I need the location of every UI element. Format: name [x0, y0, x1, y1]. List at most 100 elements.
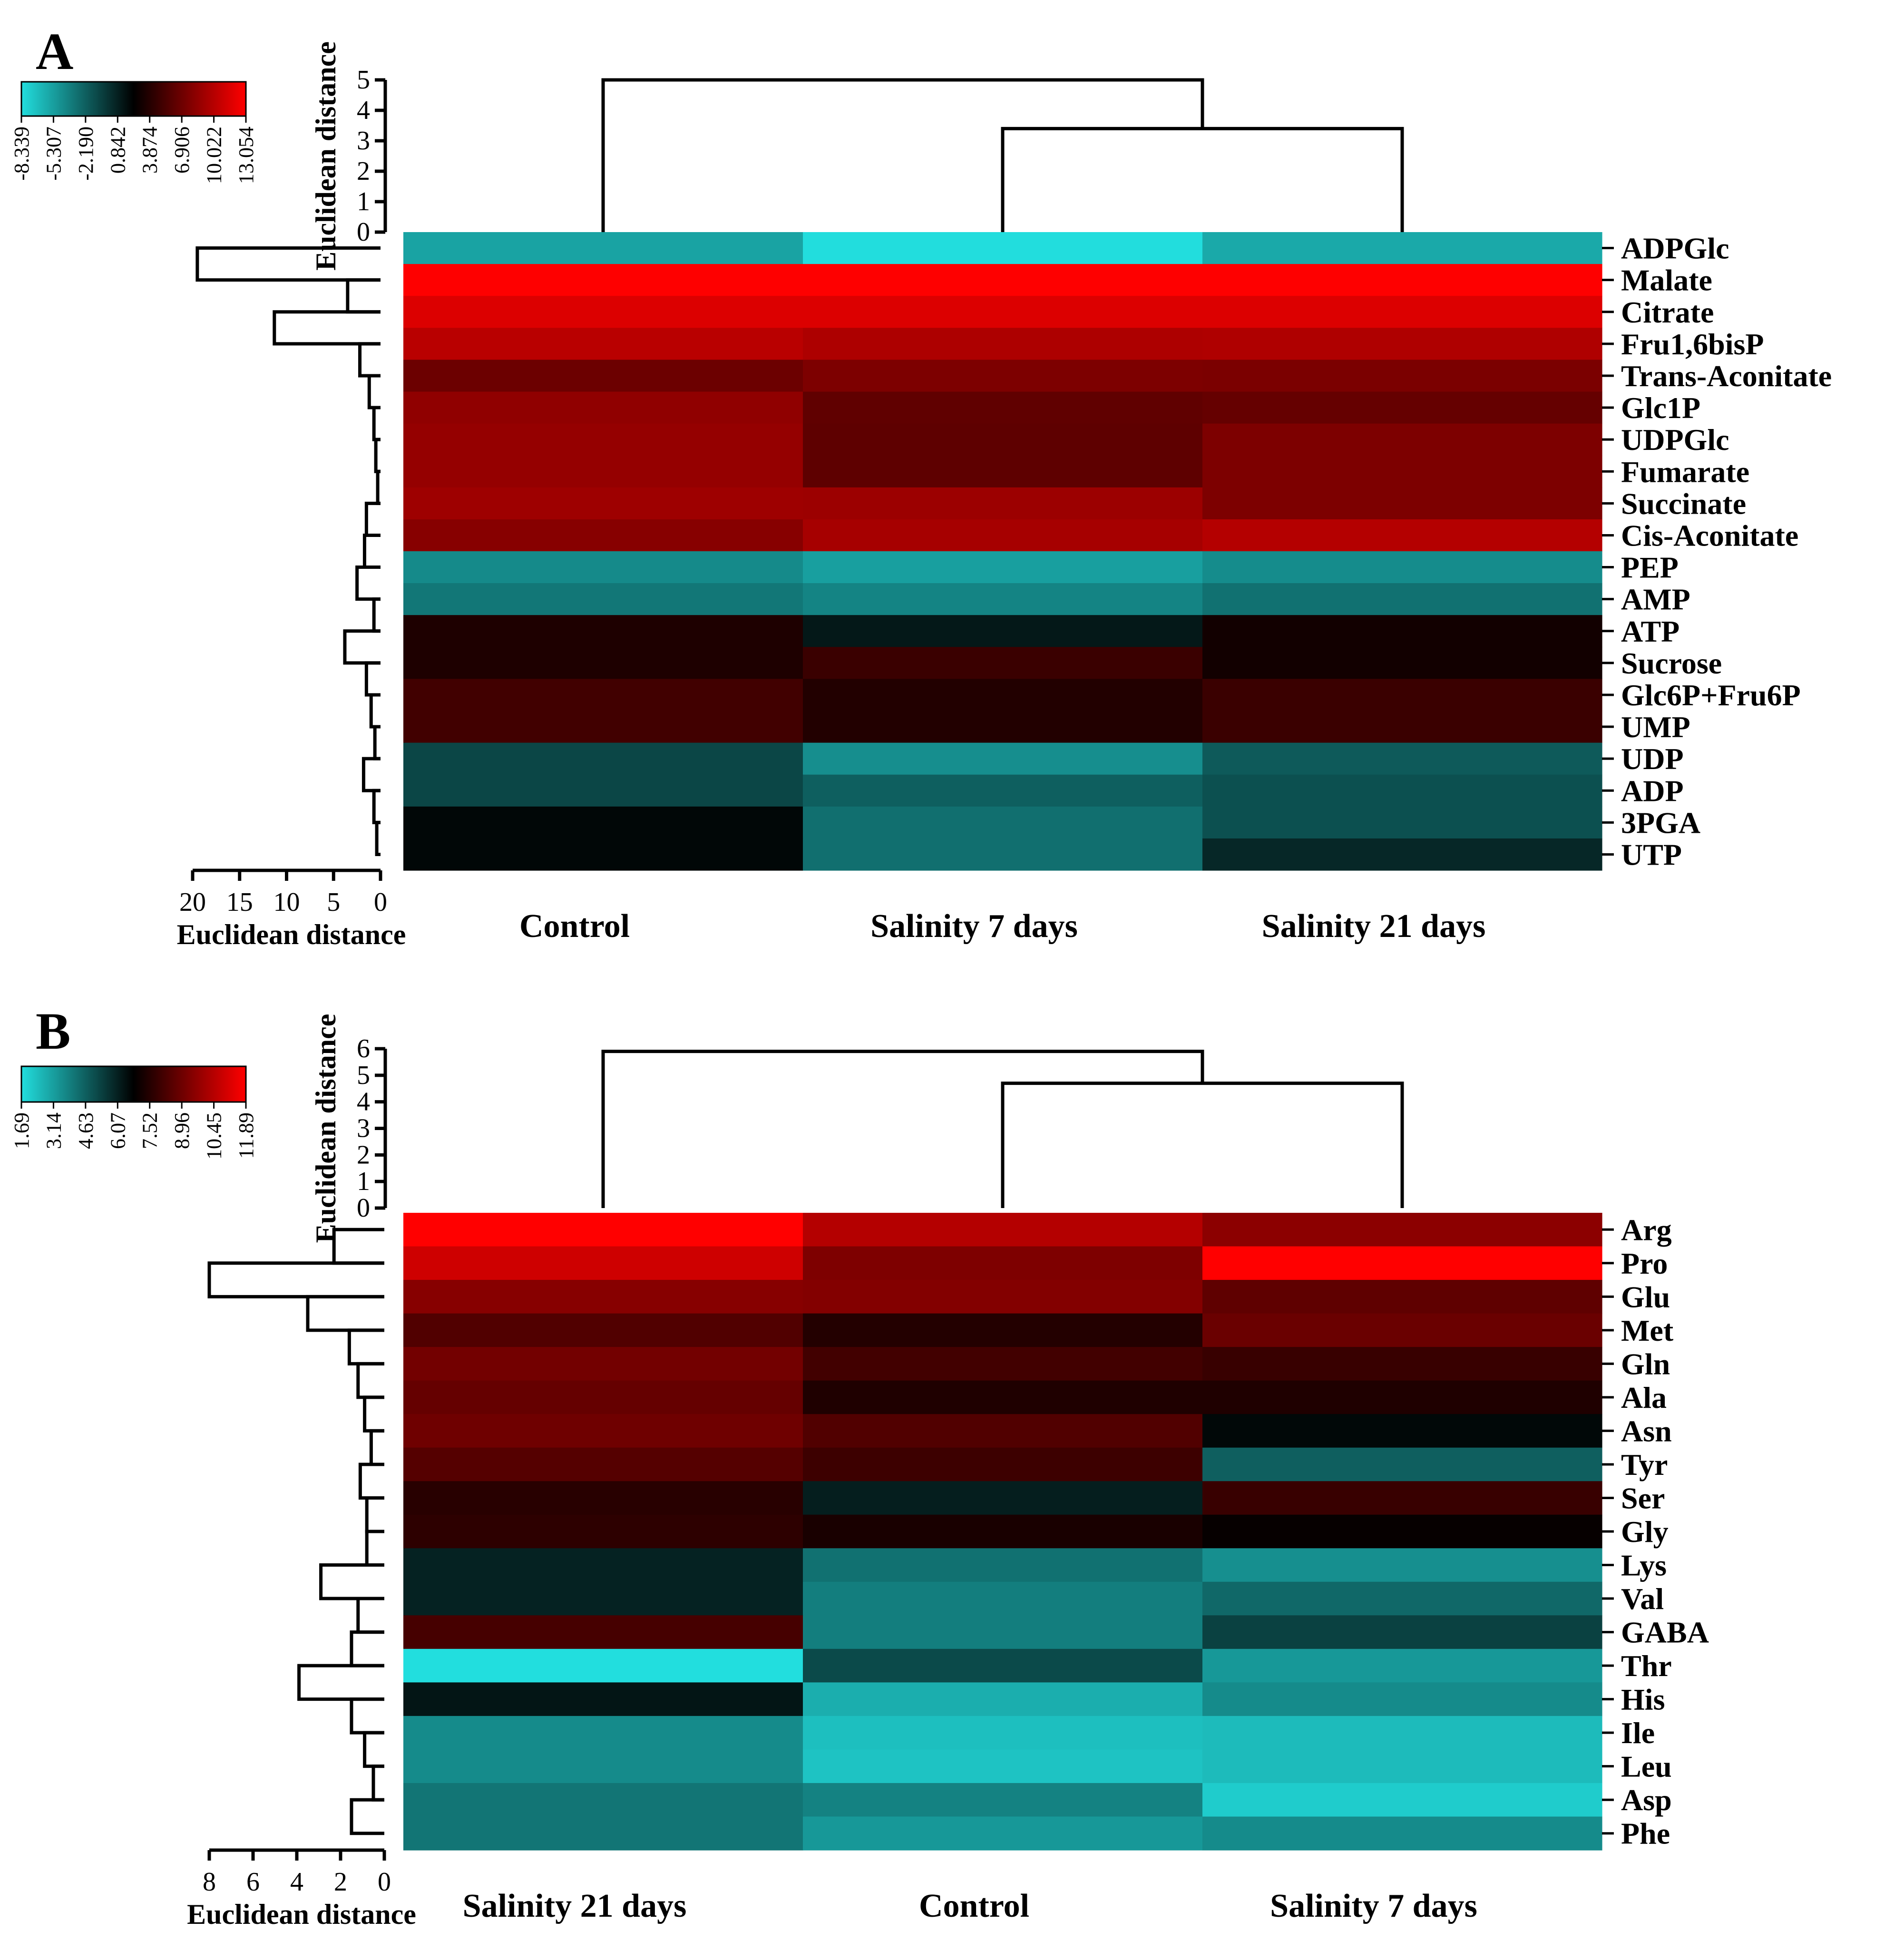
colorbar-tick-label: 0.842	[106, 127, 129, 174]
row-label: Phe	[1621, 1817, 1670, 1851]
colorbar-tick-label: 3.14	[42, 1112, 65, 1149]
heatmap-cell	[803, 647, 1203, 679]
row-label: Gly	[1621, 1515, 1669, 1549]
heatmap-cell	[1202, 1347, 1602, 1381]
heatmap-cell	[403, 615, 803, 647]
heatmap-cell	[803, 423, 1203, 456]
heatmap-cell	[403, 391, 803, 424]
heatmap-cell	[1202, 583, 1602, 615]
heatmap-cell	[803, 1581, 1203, 1616]
heatmap-cell	[1202, 742, 1602, 775]
heatmap-cell	[403, 1581, 803, 1616]
row-label: Asn	[1621, 1414, 1672, 1448]
row-dendrogram-link	[346, 278, 381, 314]
row-label: Fumarate	[1621, 455, 1749, 488]
heatmap-cell	[1202, 806, 1602, 839]
heatmap-cell	[403, 551, 803, 584]
heatmap-cell	[1202, 519, 1602, 552]
heatmap-cell	[1202, 647, 1602, 679]
column-label: Salinity 21 days	[463, 1888, 687, 1924]
row-label: Ile	[1621, 1716, 1655, 1750]
row-label: Lys	[1621, 1549, 1667, 1582]
heatmap-cell	[803, 360, 1203, 392]
colorbar-tick-label: 13.054	[234, 127, 258, 184]
heatmap-cell	[1202, 711, 1602, 743]
row-dendrogram-link	[358, 1462, 384, 1500]
axis-tick-label: 20	[179, 887, 206, 917]
heatmap-cell	[403, 583, 803, 615]
row-label: GABA	[1621, 1616, 1709, 1649]
heatmap-cell	[403, 232, 803, 264]
heatmap-cell	[1202, 1581, 1602, 1616]
heatmap-cell	[1202, 615, 1602, 647]
row-label: UTP	[1621, 838, 1682, 871]
row-label: Trans-Aconitate	[1621, 359, 1832, 393]
heatmap-cell	[803, 583, 1203, 615]
heatmap-cell	[403, 1615, 803, 1649]
heatmap-cell	[803, 455, 1203, 488]
heatmap-cell	[403, 1213, 803, 1247]
colorbar-tick-label: -5.307	[42, 127, 65, 181]
row-label: Glc1P	[1621, 391, 1700, 425]
heatmap-cell	[403, 838, 803, 871]
row-label: UMP	[1621, 710, 1690, 744]
heatmap-cell	[403, 1749, 803, 1784]
heatmap-cell	[403, 487, 803, 520]
row-label: Thr	[1621, 1649, 1672, 1683]
heatmap-cell	[1202, 1514, 1602, 1549]
heatmap-cell	[803, 1716, 1203, 1750]
heatmap-cell	[403, 1548, 803, 1582]
row-dendrogram-link	[375, 820, 381, 856]
column-label: Control	[519, 908, 630, 945]
axis-title: Euclidean distance	[187, 1899, 416, 1930]
axis-tick-label: 4	[357, 96, 370, 125]
heatmap-cell	[403, 423, 803, 456]
axis-tick-label: 8	[203, 1867, 216, 1897]
heatmap-cell	[803, 487, 1203, 520]
row-dendrogram-link	[373, 725, 381, 760]
row-label: Gln	[1621, 1347, 1670, 1381]
colorbar-tick-label: 10.022	[203, 127, 226, 184]
heatmap-cell	[1202, 774, 1602, 807]
heatmap-cell	[803, 328, 1203, 360]
heatmap-cell	[1202, 296, 1602, 328]
row-dendrogram-link	[347, 1328, 384, 1365]
heatmap-cell	[1202, 232, 1602, 264]
heatmap-cell	[803, 1514, 1203, 1549]
row-label: Glc6P+Fru6P	[1621, 678, 1801, 712]
axis-tick-label: 2	[357, 156, 370, 186]
heatmap-cell	[803, 806, 1203, 839]
heatmap-cell	[1202, 391, 1602, 424]
axis-title: Euclidean distance	[310, 1014, 342, 1243]
axis-title: Euclidean distance	[310, 41, 342, 271]
row-dendrogram-link	[365, 1530, 384, 1567]
axis-title: Euclidean distance	[177, 919, 406, 950]
row-label: Leu	[1621, 1750, 1672, 1784]
heatmap-cell	[1202, 328, 1602, 360]
row-dendrogram-link	[372, 789, 381, 824]
row-label: Arg	[1621, 1213, 1672, 1247]
heatmap-cell	[803, 391, 1203, 424]
panel-a: A ADPGlcMalateCitrateFru1,6bisPTrans-Acon…	[10, 22, 1832, 950]
row-dendrogram-link	[350, 1798, 384, 1835]
heatmap-cell	[403, 519, 803, 552]
heatmap-cell	[1202, 1447, 1602, 1482]
heatmap-cell	[1202, 1313, 1602, 1347]
row-dendrogram-link	[350, 1630, 384, 1667]
heatmap-cell	[1202, 360, 1602, 392]
heatmap-cell	[1202, 455, 1602, 488]
panel-label: A	[36, 22, 73, 80]
axis-tick-label: 0	[357, 217, 370, 247]
axis-tick-label: 1	[357, 187, 370, 216]
row-dendrogram-link	[356, 1362, 384, 1399]
heatmap-cell	[803, 232, 1203, 264]
heatmap-cell	[803, 1280, 1203, 1314]
heatmap-cell	[403, 296, 803, 328]
axis-tick-label: 10	[273, 887, 300, 917]
heatmap-cell	[403, 1648, 803, 1683]
row-dendrogram-link	[361, 757, 381, 792]
row-label: Ser	[1621, 1481, 1665, 1515]
heatmap-cell	[403, 679, 803, 712]
heatmap-cell	[403, 1783, 803, 1817]
row-label: Asp	[1621, 1783, 1672, 1817]
